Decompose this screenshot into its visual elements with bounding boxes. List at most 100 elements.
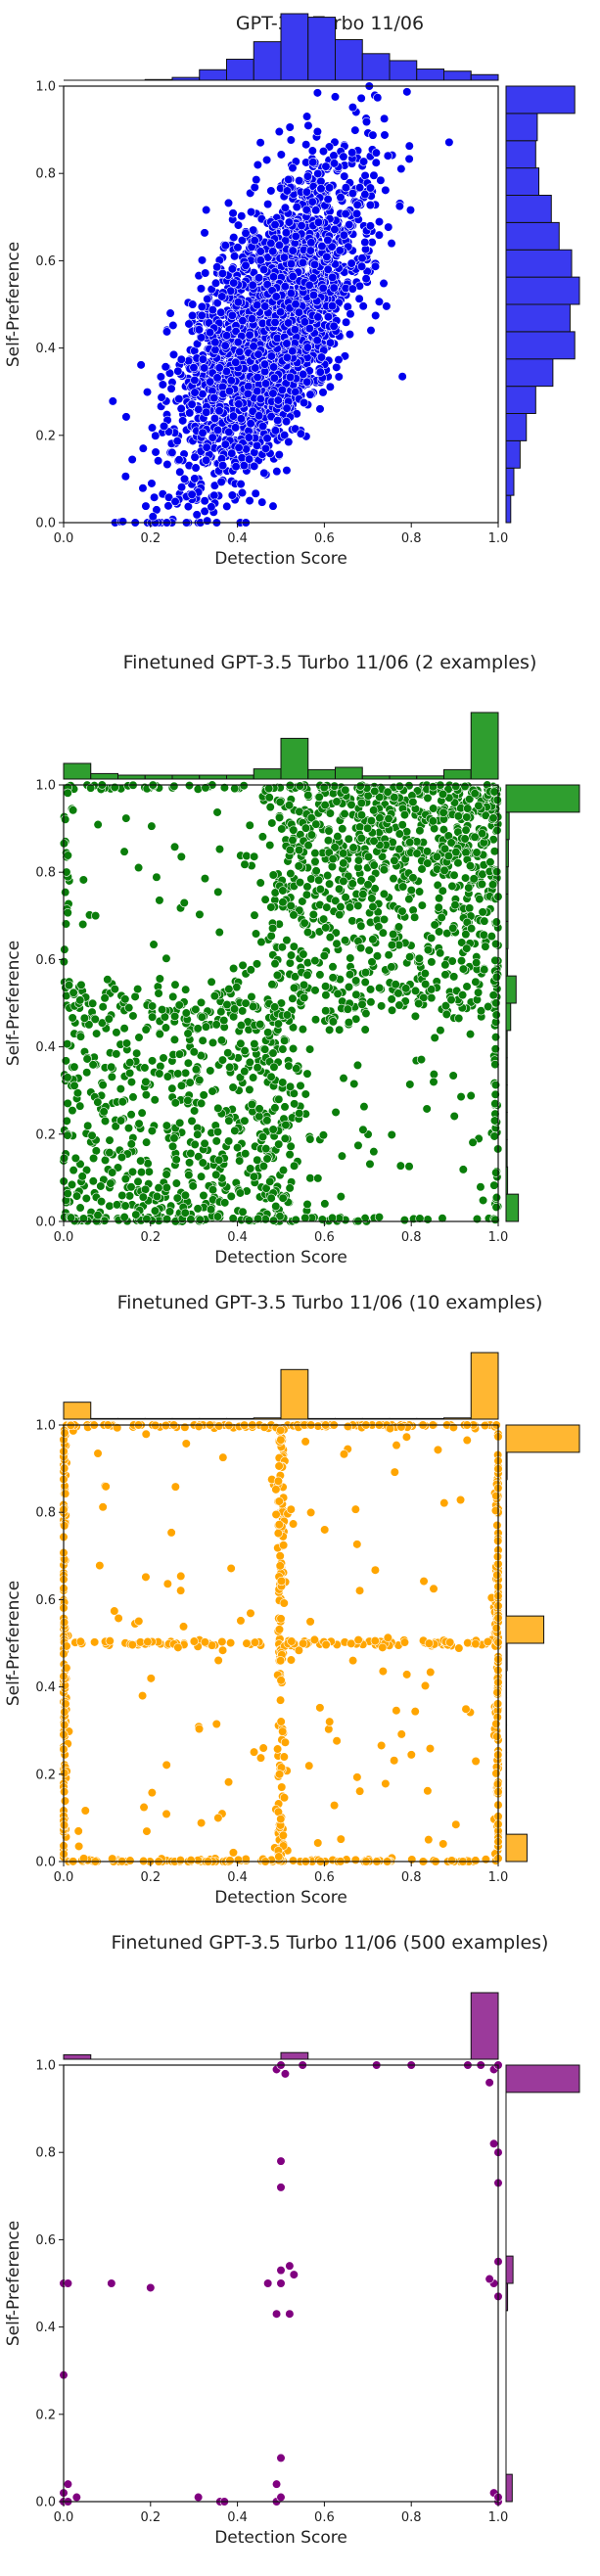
histogram-bar (505, 494, 512, 524)
data-point (208, 1037, 218, 1047)
data-point (127, 1167, 138, 1176)
data-point (434, 927, 444, 937)
data-point (119, 1212, 129, 1222)
data-point (397, 372, 407, 382)
data-point (134, 1033, 144, 1042)
data-point (374, 1212, 385, 1222)
data-point (268, 501, 278, 511)
marginal-histogram-y (505, 85, 580, 524)
data-point (371, 158, 381, 167)
data-point (305, 1617, 315, 1627)
data-point (210, 338, 220, 347)
data-point (225, 1062, 235, 1073)
data-point (250, 910, 259, 920)
data-point (328, 973, 338, 983)
data-point (175, 1118, 185, 1127)
data-point (259, 468, 269, 478)
data-point (291, 1215, 300, 1224)
data-point (491, 917, 501, 927)
data-point (410, 986, 421, 996)
data-point (382, 301, 392, 311)
data-point (273, 1019, 283, 1029)
data-point (340, 808, 349, 819)
data-point (199, 1190, 208, 1201)
data-point (254, 1112, 264, 1122)
x-tick-label: 0.0 (54, 531, 74, 546)
data-point (96, 1181, 106, 1191)
data-point (183, 1029, 193, 1038)
histogram-bar (280, 13, 309, 81)
data-point (285, 1081, 296, 1091)
data-point (257, 832, 267, 842)
data-point (151, 447, 161, 457)
data-point (76, 980, 86, 989)
data-point (275, 797, 285, 807)
data-point (224, 984, 234, 994)
data-point (307, 146, 317, 156)
data-point (472, 958, 482, 968)
data-point (169, 1035, 180, 1044)
data-point (334, 884, 345, 894)
data-point (241, 260, 251, 270)
data-point (278, 897, 288, 907)
data-point (399, 1216, 409, 1225)
data-point (298, 257, 308, 268)
data-point (63, 1130, 72, 1140)
data-point (394, 845, 404, 854)
data-point (323, 312, 333, 322)
data-point (164, 1207, 175, 1217)
data-point (288, 835, 298, 845)
data-point (433, 864, 442, 874)
data-point (345, 970, 355, 980)
data-point (303, 120, 313, 130)
data-point (440, 960, 450, 970)
data-point (321, 982, 331, 991)
data-point (189, 363, 199, 373)
data-point (150, 492, 160, 502)
data-point (302, 882, 312, 892)
data-point (87, 1130, 97, 1140)
data-point (450, 900, 460, 910)
histogram-bar (171, 774, 201, 780)
data-point (208, 1086, 217, 1096)
data-point (217, 268, 228, 279)
data-point (132, 1048, 142, 1058)
data-point (332, 362, 342, 372)
data-point (419, 1576, 429, 1587)
data-point (78, 875, 88, 885)
histogram-bar (505, 1193, 520, 1222)
data-point (436, 948, 445, 958)
data-point (443, 851, 453, 861)
data-point (198, 389, 208, 399)
data-point (439, 865, 449, 875)
data-point (282, 465, 292, 476)
data-point (142, 388, 153, 397)
data-point (300, 317, 310, 327)
data-point (328, 272, 338, 282)
data-point (93, 819, 103, 830)
data-point (300, 1089, 310, 1099)
data-point (252, 959, 262, 969)
data-point (261, 1144, 271, 1154)
data-point (323, 836, 334, 846)
data-point (258, 1161, 268, 1172)
data-point (301, 140, 311, 150)
data-point (356, 943, 366, 953)
data-point (328, 854, 338, 864)
data-point (453, 811, 463, 821)
data-point (323, 235, 333, 245)
data-point (260, 443, 271, 453)
data-point (226, 376, 236, 386)
data-point (302, 1199, 312, 1210)
data-point (394, 781, 404, 791)
data-point (232, 1143, 243, 1153)
data-point (354, 1586, 365, 1595)
data-point (290, 325, 300, 335)
data-point (170, 980, 180, 989)
data-point (253, 372, 262, 383)
data-point (246, 207, 256, 217)
data-point (237, 487, 248, 498)
data-point (422, 1104, 432, 1114)
data-point (286, 259, 297, 269)
data-point (136, 1156, 146, 1166)
